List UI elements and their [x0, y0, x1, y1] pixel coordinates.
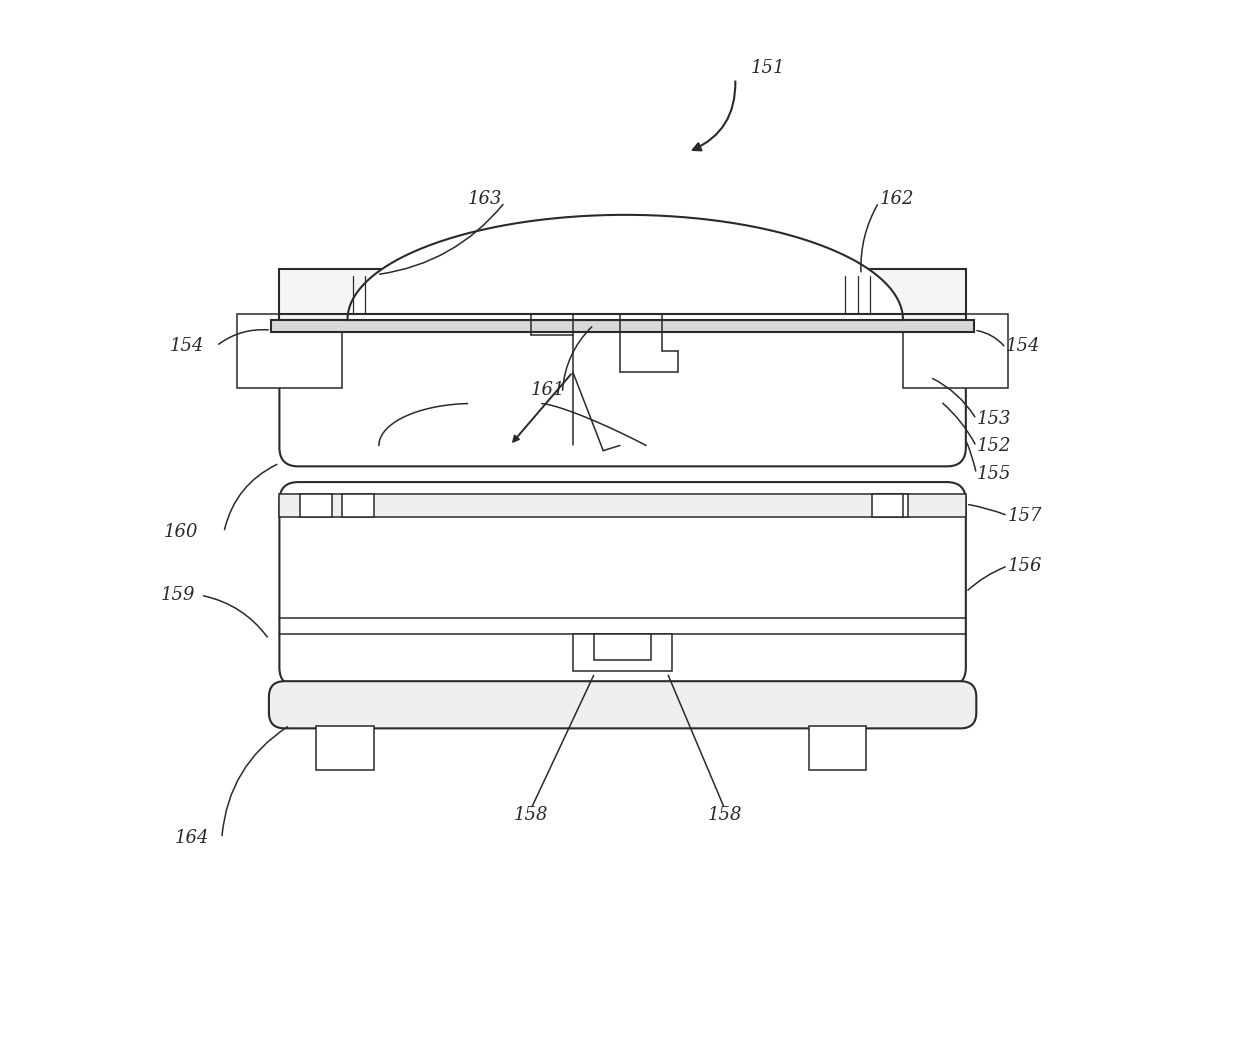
Bar	[300, 494, 332, 517]
Text: 152: 152	[976, 437, 1011, 456]
Text: 161: 161	[531, 380, 565, 399]
Text: 164: 164	[175, 829, 210, 848]
Text: 159: 159	[161, 586, 196, 605]
Bar	[808, 726, 867, 770]
Text: 154: 154	[170, 336, 203, 355]
Text: 156: 156	[1008, 556, 1043, 575]
Text: 158: 158	[708, 806, 742, 825]
Text: 158: 158	[513, 806, 548, 825]
Text: 153: 153	[976, 410, 1011, 429]
Text: 162: 162	[880, 190, 914, 209]
Bar	[573, 634, 672, 671]
Bar	[238, 314, 342, 388]
FancyBboxPatch shape	[279, 482, 966, 686]
Polygon shape	[347, 215, 903, 320]
Bar	[903, 314, 1008, 388]
Text: 154: 154	[1006, 336, 1040, 355]
Bar	[877, 494, 908, 517]
Bar	[272, 320, 975, 332]
Bar	[594, 634, 651, 660]
FancyBboxPatch shape	[269, 681, 976, 728]
Bar	[279, 494, 966, 517]
FancyBboxPatch shape	[279, 314, 966, 466]
Text: 155: 155	[976, 464, 1011, 483]
Text: 151: 151	[751, 59, 785, 78]
Bar	[279, 269, 966, 320]
Text: 157: 157	[1008, 506, 1043, 525]
Bar	[872, 494, 903, 517]
Text: 163: 163	[467, 190, 502, 209]
Bar	[316, 726, 373, 770]
Bar	[342, 494, 373, 517]
Text: 160: 160	[164, 523, 198, 542]
